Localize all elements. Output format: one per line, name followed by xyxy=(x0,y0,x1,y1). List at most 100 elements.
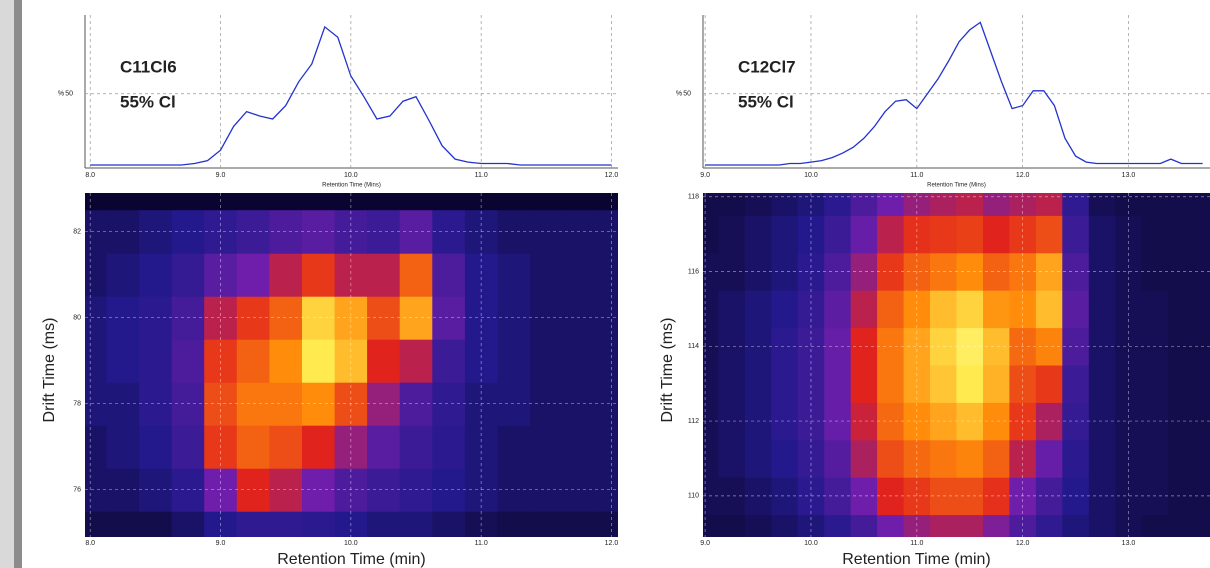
heatmap-cell xyxy=(399,339,433,383)
y-tick-label: 112 xyxy=(688,418,699,425)
heatmap-cell xyxy=(1088,439,1116,478)
heatmap-cell xyxy=(530,253,564,297)
heatmap-cell xyxy=(824,193,852,216)
heatmap-cell xyxy=(595,339,618,383)
x-tick-label: 11.0 xyxy=(475,172,488,179)
heatmap-cell xyxy=(595,425,618,469)
x-tick-label: 12.0 xyxy=(605,172,619,179)
x-tick-label: 12.0 xyxy=(605,540,619,547)
heatmap-cell xyxy=(1168,365,1196,403)
x-tick-label: 11.0 xyxy=(910,172,923,179)
heatmap-cell xyxy=(269,339,303,383)
heatmap-cell xyxy=(983,365,1010,403)
heatmap-cell xyxy=(1168,290,1196,329)
x-tick-label: 10.0 xyxy=(344,540,358,547)
heatmap-cell xyxy=(744,193,772,216)
heatmap-cell xyxy=(530,382,564,426)
y-tick-label: 78 xyxy=(73,401,81,408)
heatmap-cell xyxy=(1035,193,1063,216)
x-tick-label: 11.0 xyxy=(910,540,923,547)
heatmap-cell xyxy=(1194,193,1210,216)
heatmap-cell xyxy=(236,339,270,383)
heatmap-cell xyxy=(703,439,719,478)
heatmap-cell xyxy=(771,439,799,478)
heatmap-cell xyxy=(106,425,140,469)
x-tick-label: 9.0 xyxy=(216,540,226,547)
heatmap-cell xyxy=(850,365,878,403)
heatmap-cell xyxy=(1168,193,1196,216)
heatmap-cell xyxy=(236,425,270,469)
heatmap-cell xyxy=(595,296,618,340)
heatmap-cell xyxy=(903,215,931,254)
heatmap-cell xyxy=(824,439,852,478)
heatmap-cell xyxy=(824,514,852,537)
heatmap-cell xyxy=(399,425,433,469)
heatmap-cell xyxy=(367,253,401,297)
heatmap-cell xyxy=(983,290,1010,329)
y-axis-label: Drift Time (ms) xyxy=(659,318,676,423)
heatmap-cell xyxy=(595,382,618,426)
heatmap-cell xyxy=(744,439,772,478)
heatmap-cell xyxy=(595,511,618,537)
heatmap-cell xyxy=(1035,365,1063,403)
x-tick-label: 9.0 xyxy=(216,172,226,179)
y-axis-label: % xyxy=(676,91,682,98)
heatmap-cell xyxy=(302,468,336,512)
trace xyxy=(90,25,612,166)
heatmap-cell xyxy=(797,215,825,254)
heatmap-cell xyxy=(703,290,719,329)
heatmap-cell xyxy=(718,193,746,216)
heatmap-cell xyxy=(1115,365,1143,403)
heatmap-cell xyxy=(703,215,719,254)
heatmap-cell xyxy=(562,425,596,469)
heatmap-cell xyxy=(1141,290,1169,329)
heatmap-cell xyxy=(744,290,772,329)
annotation: C12Cl7 xyxy=(738,57,796,76)
heatmap-cell xyxy=(432,382,466,426)
y-tick-label: 80 xyxy=(73,315,81,322)
heatmap-cell xyxy=(930,365,957,403)
heatmap-cell xyxy=(1009,365,1037,403)
heatmap-cell xyxy=(718,215,746,254)
heatmap-cell xyxy=(930,514,957,537)
heatmap-cell xyxy=(432,468,466,512)
heatmap-cell xyxy=(1194,215,1210,254)
heatmap-cell xyxy=(595,468,618,512)
heatmap-cell xyxy=(595,210,618,254)
y-axis-label: Drift Time (ms) xyxy=(41,318,58,423)
heatmap-cell xyxy=(956,215,984,254)
heatmap-cell xyxy=(432,511,466,537)
y-tick-label: 50 xyxy=(65,91,73,98)
heatmap-cell xyxy=(236,511,270,537)
heatmap-cell xyxy=(850,215,878,254)
heatmap-cell xyxy=(703,514,719,537)
heatmap-cell xyxy=(171,253,205,297)
heatmap-cell xyxy=(497,339,531,383)
heatmap-cell xyxy=(139,468,173,512)
heatmap-cell xyxy=(171,511,205,537)
heatmap-cell xyxy=(1009,193,1037,216)
heatmap-cell xyxy=(171,425,205,469)
heatmap-cell xyxy=(797,365,825,403)
heatmap-cell xyxy=(302,210,336,254)
heatmap-cell xyxy=(1168,514,1196,537)
heatmap-cell xyxy=(771,514,799,537)
heatmap-cell xyxy=(139,339,173,383)
heatmap-cell xyxy=(771,290,799,329)
heatmap-cell xyxy=(903,365,931,403)
heatmap-cell xyxy=(1141,439,1169,478)
heatmap xyxy=(703,193,1210,537)
heatmap-cell xyxy=(1062,193,1090,216)
x-tick-label: 12.0 xyxy=(1016,172,1030,179)
heatmap-cell xyxy=(139,253,173,297)
heatmap-cell xyxy=(1062,439,1090,478)
y-tick-label: 116 xyxy=(688,268,699,275)
heatmap-cell xyxy=(903,193,931,216)
heatmap-cell xyxy=(824,290,852,329)
heatmap-cell xyxy=(367,339,401,383)
heatmap-cell xyxy=(139,210,173,254)
x-tick-label: 10.0 xyxy=(804,540,818,547)
heatmap-cell xyxy=(1035,439,1063,478)
heatmap-cell xyxy=(930,193,957,216)
